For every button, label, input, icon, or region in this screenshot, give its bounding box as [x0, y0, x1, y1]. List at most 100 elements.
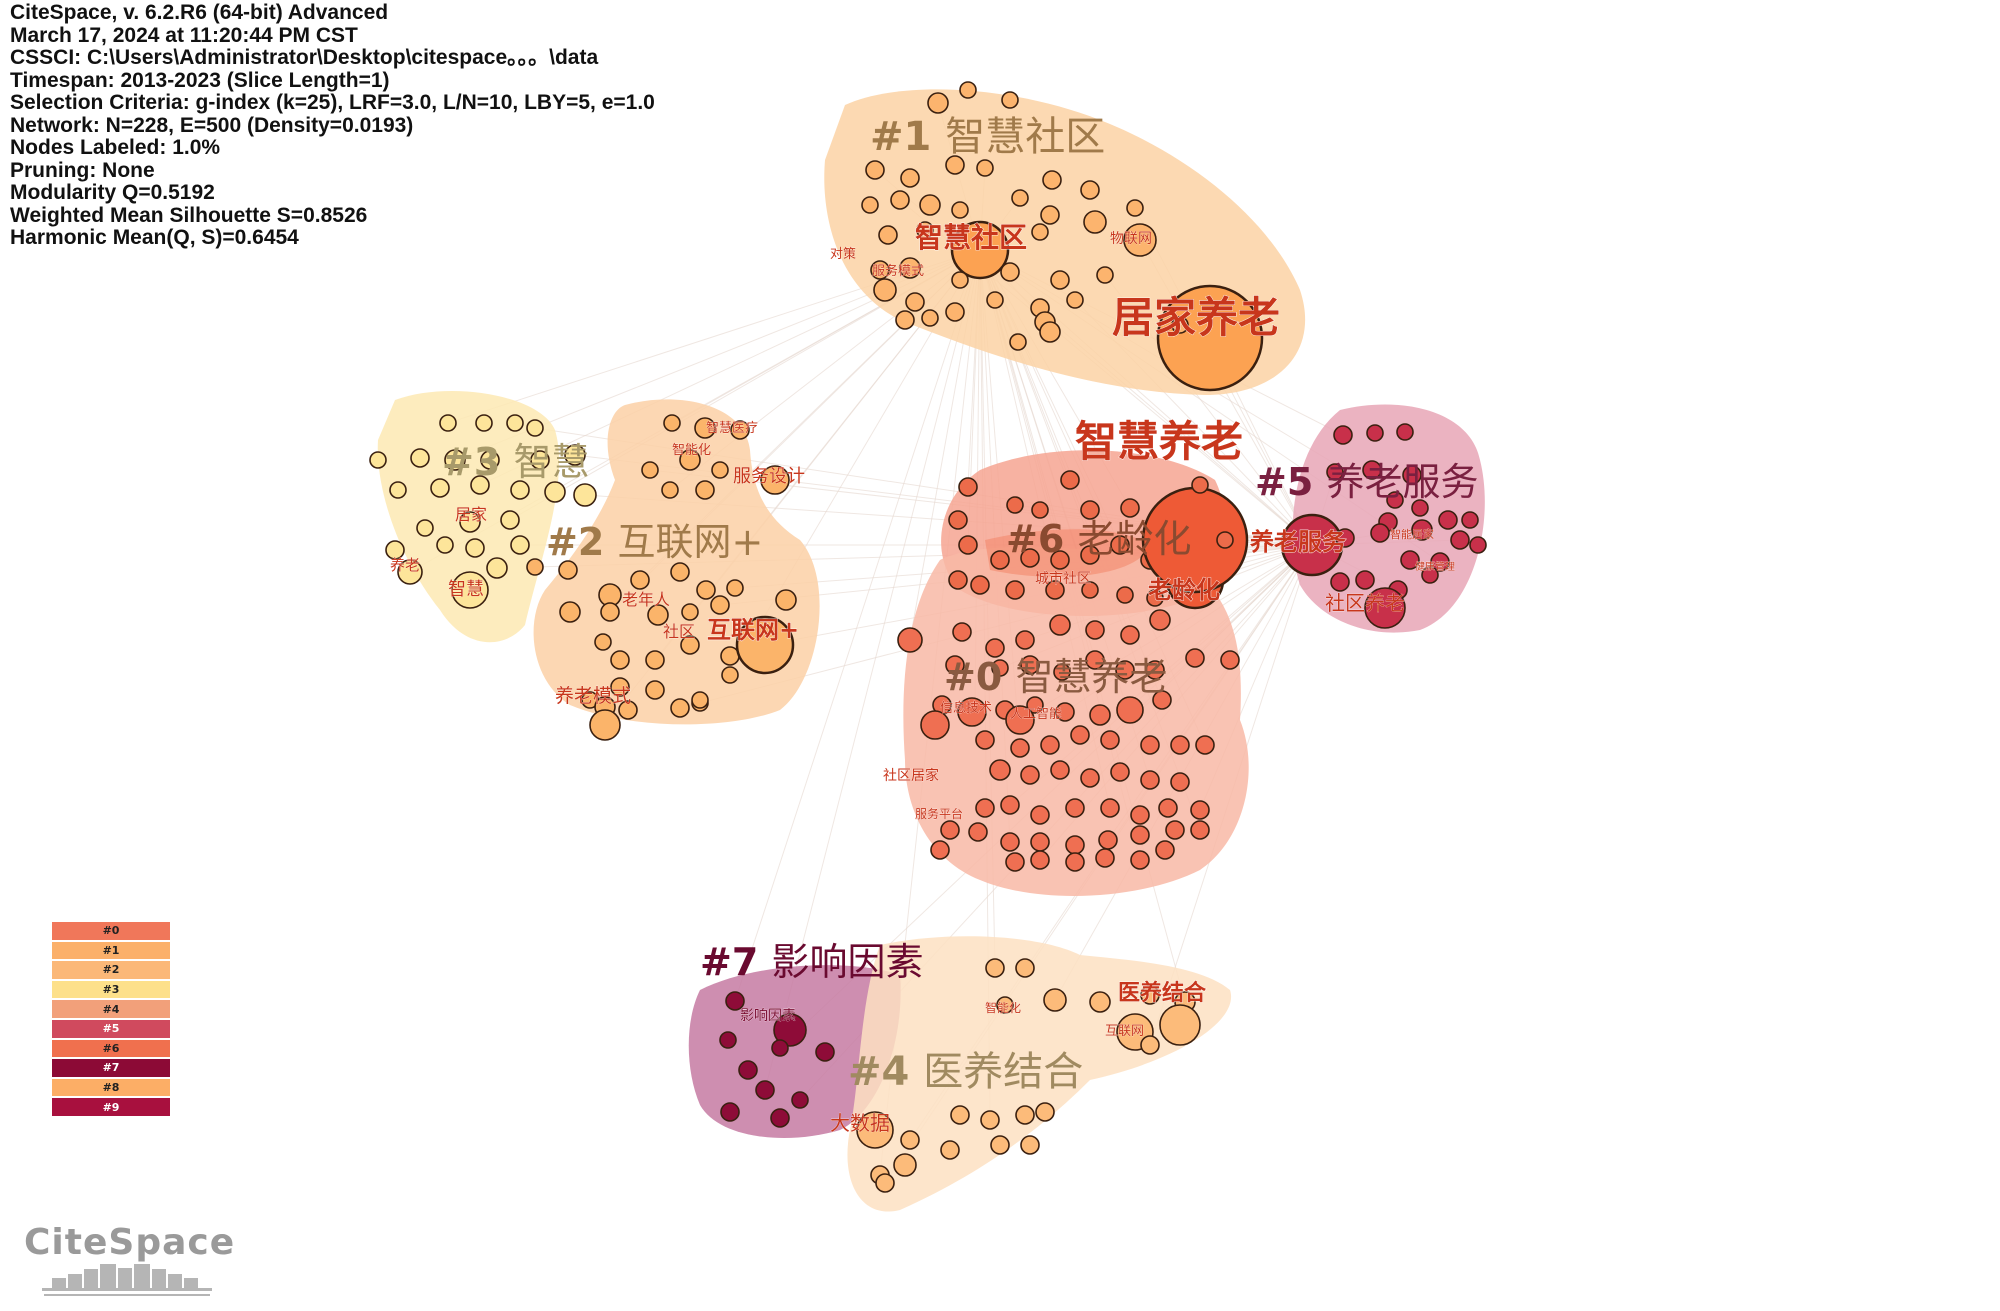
keyword-node	[1040, 735, 1060, 755]
cluster-id: #7	[700, 940, 772, 984]
keyword-node	[451, 571, 489, 609]
keyword-node	[959, 81, 977, 99]
keyword-node	[1009, 333, 1027, 351]
keyword-node	[1043, 988, 1067, 1012]
keyword-node	[900, 1130, 920, 1150]
keyword-node	[1085, 620, 1105, 640]
keyword-label: 老年人	[622, 590, 670, 609]
keyword-node	[680, 635, 700, 655]
keyword-node	[544, 481, 566, 503]
keyword-node	[1065, 852, 1085, 872]
keyword-node	[1333, 425, 1353, 445]
keyword-node	[1469, 536, 1487, 554]
legend-item: #6	[52, 1039, 170, 1060]
keyword-label: 人工智能	[1010, 707, 1062, 722]
keyword-node	[1030, 832, 1050, 852]
keyword-node	[1450, 530, 1470, 550]
keyword-node	[1158, 798, 1178, 818]
keyword-node	[430, 478, 450, 498]
cluster-region-4	[847, 936, 1232, 1212]
keyword-node	[1421, 566, 1439, 584]
keyword-node	[856, 1111, 894, 1149]
keyword-node	[1083, 210, 1107, 234]
keyword-node	[1050, 760, 1070, 780]
keyword-node	[459, 511, 481, 533]
keyword-node	[1149, 609, 1171, 631]
keyword-node	[679, 449, 701, 471]
keyword-node	[558, 560, 578, 580]
keyword-node	[1040, 205, 1060, 225]
keyword-node	[1110, 762, 1130, 782]
keyword-node	[1430, 552, 1450, 572]
keyword-node	[1005, 705, 1035, 735]
keyword-node	[465, 538, 485, 558]
keyword-label: 服务平台	[915, 806, 963, 821]
keyword-node	[721, 666, 739, 684]
cluster-id: #2	[546, 520, 618, 564]
keyword-node	[1020, 655, 1040, 675]
keyword-node	[958, 535, 978, 555]
keyword-node	[1116, 586, 1134, 604]
keyword-node	[985, 638, 1005, 658]
keyword-node	[1010, 738, 1030, 758]
keyword-node	[470, 475, 490, 495]
cluster-id: #1	[870, 114, 945, 160]
keyword-node	[711, 461, 729, 479]
keyword-node	[416, 519, 434, 537]
keyword-node	[1116, 696, 1144, 724]
keyword-node	[1461, 511, 1479, 529]
keyword-node	[970, 575, 990, 595]
keyword-label: 老龄化	[1148, 575, 1220, 604]
cluster-name: 影响因素	[772, 940, 924, 984]
keyword-node	[893, 1153, 917, 1177]
keyword-node	[985, 958, 1005, 978]
cluster-label-1: #1 智慧社区	[870, 114, 1105, 160]
keyword-node	[1081, 581, 1099, 599]
keyword-node	[1170, 735, 1190, 755]
keyword-node	[1335, 528, 1355, 548]
cluster-label-7: #7 影响因素	[700, 940, 924, 984]
keyword-node	[389, 481, 407, 499]
keyword-node	[1031, 223, 1049, 241]
legend-item: #5	[52, 1019, 170, 1040]
keyword-node	[1045, 580, 1065, 600]
keyword-node	[1411, 499, 1429, 517]
summary-line: Weighted Mean Silhouette S=0.8526	[10, 203, 368, 227]
keyword-node	[691, 691, 709, 709]
legend-item: #3	[52, 980, 170, 1001]
keyword-node	[1140, 735, 1160, 755]
keyword-node	[1146, 589, 1164, 607]
keyword-node	[975, 730, 995, 750]
summary-line: Nodes Labeled: 1.0%	[10, 136, 221, 159]
keyword-label: 社区	[663, 622, 695, 641]
keyword-label: 智慧医疗	[706, 420, 758, 436]
keyword-node	[1000, 262, 1020, 282]
cluster-id: #0	[944, 655, 1016, 699]
keyword-node	[996, 996, 1014, 1014]
legend-item: #4	[52, 1000, 170, 1020]
keyword-node	[861, 196, 879, 214]
keyword-node	[645, 680, 665, 700]
keyword-node	[1330, 572, 1350, 592]
keyword-node	[564, 444, 586, 466]
keyword-label: 大数据	[830, 1111, 890, 1135]
keyword-node	[1120, 498, 1140, 518]
network-summary: CiteSpace, v. 6.2.R6 (64-bit) Advanced Ma…	[10, 1, 655, 250]
keyword-node	[385, 540, 405, 560]
keyword-node	[589, 709, 621, 741]
keyword-node	[1130, 825, 1150, 845]
cluster-region-7	[688, 965, 901, 1138]
keyword-node	[1396, 423, 1414, 441]
keyword-node	[865, 160, 885, 180]
keyword-label: 居家	[455, 505, 487, 524]
keyword-node	[1049, 614, 1071, 636]
keyword-node	[899, 257, 921, 279]
keyword-node	[710, 595, 730, 615]
keyword-node	[647, 604, 669, 626]
keyword-node	[940, 820, 960, 840]
keyword-node	[1050, 550, 1070, 570]
keyword-node	[1402, 465, 1422, 485]
keyword-node	[1190, 800, 1210, 820]
